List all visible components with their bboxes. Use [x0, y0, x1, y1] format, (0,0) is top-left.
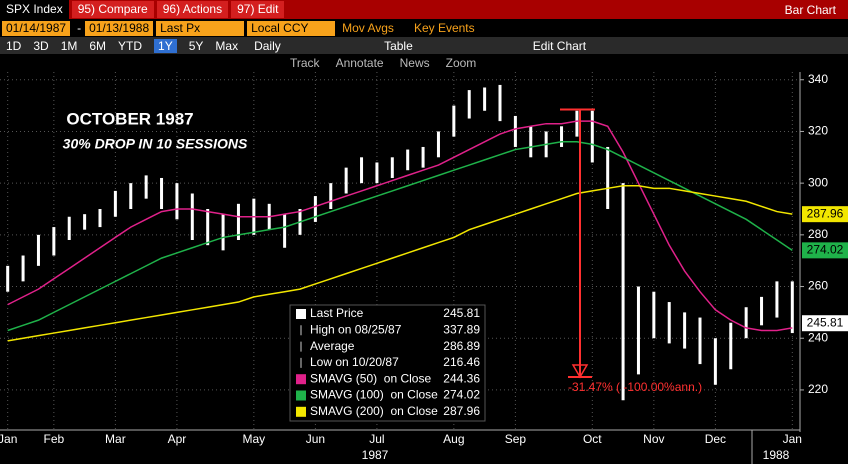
- period[interactable]: 1M: [60, 38, 78, 53]
- menu[interactable]: 96) Actions: [156, 1, 229, 18]
- end-date[interactable]: 01/13/1988: [85, 20, 154, 36]
- period[interactable]: YTD: [118, 38, 143, 53]
- legend-value: 286.89: [443, 339, 480, 353]
- moving-average: [7, 184, 793, 342]
- x-tick-label: Jan: [783, 432, 802, 446]
- x-tick-label: Aug: [443, 432, 464, 446]
- legend-label: SMAVG (50) on Close: [310, 371, 431, 385]
- legend-swatch: [296, 390, 306, 401]
- legend-value: 244.36: [443, 371, 480, 385]
- moving-average: [7, 120, 793, 332]
- legend-label: Average: [310, 339, 355, 353]
- period[interactable]: 6M: [89, 38, 107, 53]
- period[interactable]: 1Y: [154, 38, 177, 53]
- frequency[interactable]: Daily: [254, 38, 281, 53]
- y-tick-label: 320: [808, 124, 828, 138]
- legend-swatch: [296, 309, 306, 319]
- currency[interactable]: Local CCY: [247, 20, 336, 36]
- edit-chart[interactable]: Edit Chart: [532, 38, 587, 53]
- tool[interactable]: Zoom: [445, 56, 477, 70]
- table[interactable]: Table: [384, 38, 413, 53]
- y-tick-label: 300: [808, 175, 828, 189]
- legend-label: SMAVG (200) on Close: [310, 404, 438, 418]
- legend-label: SMAVG (100) on Close: [310, 388, 438, 402]
- y-tick-label: 260: [808, 279, 828, 293]
- x-tick-label: Jan: [0, 432, 17, 446]
- value-tag: [802, 206, 848, 223]
- legend-value: 245.81: [443, 306, 480, 320]
- view: Bar Chart: [784, 2, 836, 17]
- x-tick-label: Sep: [505, 432, 527, 446]
- x-tick-label: May: [243, 432, 266, 446]
- title-bar: SPX Index 95) Compare 96) Actions 97) Ed…: [0, 0, 848, 19]
- measure-head: [571, 364, 589, 379]
- period[interactable]: 1D: [6, 38, 22, 53]
- legend-value: 216.46: [443, 355, 480, 369]
- y-tick-label: 240: [808, 330, 828, 344]
- value-tag: [802, 242, 848, 259]
- period[interactable]: Max: [215, 38, 239, 53]
- menu[interactable]: 95) Compare: [71, 1, 154, 18]
- legend-value: 287.96: [443, 404, 480, 418]
- moving-average: [7, 141, 793, 332]
- key-events[interactable]: Key Events: [413, 21, 475, 35]
- tool[interactable]: Annotate: [335, 56, 384, 70]
- legend-label: Low on 10/20/87: [310, 355, 399, 369]
- x-tick-label: Jun: [306, 432, 325, 446]
- legend-value: 337.89: [443, 322, 480, 336]
- legend-swatch: [296, 406, 306, 417]
- tool-bar: Track Annotate News Zoom: [0, 54, 848, 72]
- tool[interactable]: Track: [290, 56, 320, 70]
- legend-label: Last Price: [310, 306, 364, 320]
- legend-value: 274.02: [443, 388, 480, 402]
- measure-label: -31.47% ( -100.00%ann.): [568, 380, 702, 394]
- tool[interactable]: News: [399, 56, 430, 70]
- legend-box: [289, 304, 486, 422]
- period-bar: 1D 3D 1M 6M YTD 1Y 5Y Max Daily Table Edit Chart: [0, 37, 848, 54]
- legend-label: High on 08/25/87: [310, 322, 402, 336]
- menu[interactable]: 97) Edit: [231, 1, 285, 18]
- field[interactable]: Last Px: [156, 20, 245, 36]
- x-tick-label: Apr: [168, 432, 187, 446]
- mov-avgs[interactable]: Mov Avgs: [342, 21, 394, 35]
- year-label: 1988: [763, 448, 790, 462]
- value-tag: [802, 315, 848, 332]
- settings-bar: 01/14/1987 - 01/13/1988 Last Px Local CC…: [0, 19, 848, 37]
- legend-swatch: [296, 374, 306, 385]
- x-tick-label: Oct: [583, 432, 602, 446]
- chart: OCTOBER 1987 30% DROP IN 10 SESSIONS 220…: [0, 72, 848, 464]
- x-tick-label: Jul: [369, 432, 384, 446]
- value-tag-label: 274.02: [807, 243, 844, 257]
- start-date[interactable]: 01/14/1987: [2, 20, 71, 36]
- y-tick-label: 280: [808, 227, 828, 241]
- value-tag-label: 287.96: [807, 206, 844, 220]
- x-tick-label: Feb: [44, 432, 65, 446]
- period[interactable]: 5Y: [188, 38, 204, 53]
- value-tag-label: 245.81: [807, 315, 844, 329]
- year-label: 1987: [362, 448, 389, 462]
- y-tick-label: 220: [808, 382, 828, 396]
- x-tick-label: Nov: [643, 432, 664, 446]
- x-tick-label: Dec: [705, 432, 726, 446]
- chart-title: OCTOBER 1987: [66, 109, 193, 128]
- period[interactable]: 3D: [33, 38, 49, 53]
- chart-subtitle: 30% DROP IN 10 SESSIONS: [63, 136, 248, 152]
- x-tick-label: Mar: [105, 432, 126, 446]
- security[interactable]: SPX Index: [0, 0, 69, 19]
- y-tick-label: 340: [808, 72, 828, 86]
- date-sep: -: [77, 21, 82, 35]
